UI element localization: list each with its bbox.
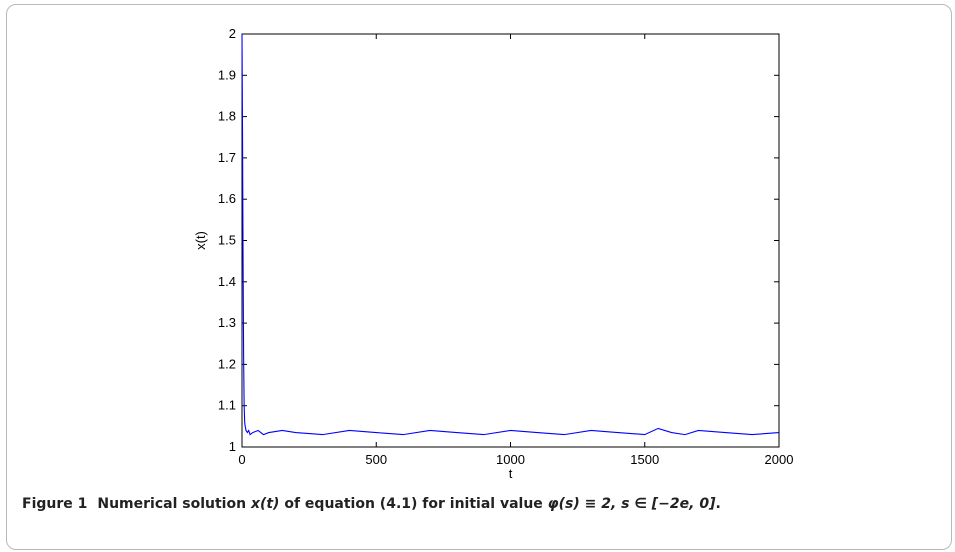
y-tick-label: 2: [229, 26, 236, 41]
caption-text-1: Numerical solution: [97, 496, 251, 512]
x-tick-label: 1500: [630, 452, 659, 467]
y-tick-label: 1.6: [218, 191, 236, 206]
y-tick-label: 1.2: [218, 356, 236, 371]
y-axis-label: x(t): [193, 231, 208, 250]
y-tick-label: 1.5: [218, 233, 236, 248]
caption-math-1: x(t): [250, 496, 280, 512]
y-tick-label: 1.3: [218, 315, 236, 330]
x-tick-label: 1000: [496, 452, 525, 467]
y-tick-label: 1.1: [218, 398, 236, 413]
caption-text-2: of equation (4.1) for initial value: [279, 496, 548, 512]
x-tick-label: 0: [238, 452, 245, 467]
y-tick-label: 1: [229, 439, 236, 454]
plot-area-frame: [241, 33, 780, 448]
y-tick-label: 1.8: [218, 109, 236, 124]
y-tick-label: 1.4: [218, 274, 236, 289]
caption-label: Figure 1: [22, 496, 88, 512]
caption-math-2: φ(s) ≡ 2, s ∈ [−2e, 0]: [547, 496, 716, 512]
line-chart: 0 500 1000 1500 2000 1 1.1 1.2 1.3 1.4 1.5 1.6 1.7 1.…: [193, 26, 794, 481]
series-line: [241, 33, 780, 436]
figure-caption: Figure 1 Numerical solution x(t) of equat…: [22, 496, 721, 512]
x-tick-label: 500: [365, 452, 387, 467]
figure-frame: [6, 4, 952, 550]
y-tick-label: 1.7: [218, 150, 236, 165]
y-tick-label: 1.9: [218, 67, 236, 82]
x-axis-label: t: [509, 466, 513, 481]
x-tick-label: 2000: [765, 452, 794, 467]
caption-text-3: .: [715, 496, 721, 512]
